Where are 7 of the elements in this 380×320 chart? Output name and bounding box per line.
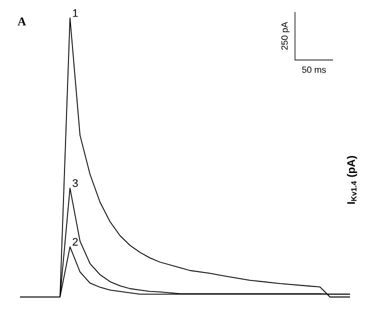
series-label: 2 bbox=[72, 238, 78, 246]
y-axis-title: I$_{Kv1.4}$ (pA) bbox=[346, 156, 358, 204]
series-label: 1 bbox=[73, 9, 78, 17]
annotation: 50 ms bbox=[302, 66, 326, 73]
annotation: 250 pA bbox=[281, 22, 290, 50]
annotation: A bbox=[18, 18, 26, 26]
series-label: 3 bbox=[72, 179, 78, 187]
